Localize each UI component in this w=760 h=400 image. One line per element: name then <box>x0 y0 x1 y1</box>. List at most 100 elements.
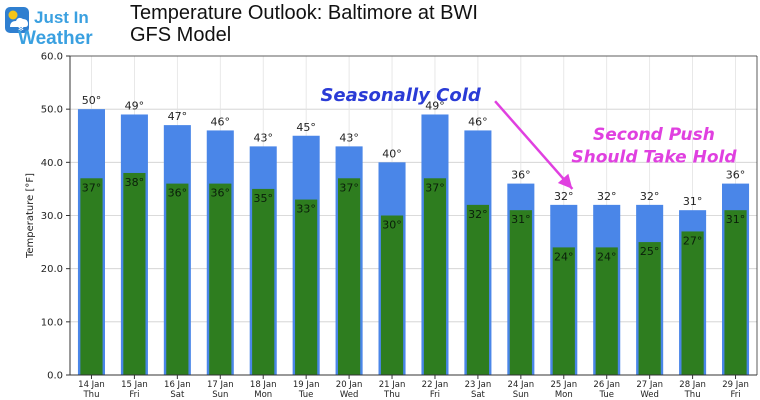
high-temp-label: 47° <box>168 110 188 123</box>
high-temp-label: 46° <box>211 115 231 128</box>
x-tick-day: Wed <box>340 390 359 400</box>
high-temp-label: 46° <box>468 115 488 128</box>
x-tick-day: Mon <box>555 390 573 400</box>
y-tick-label: 10.0 <box>41 317 63 328</box>
annotation-arrow-shaft <box>494 100 574 190</box>
low-temp-bar <box>166 183 189 375</box>
x-tick-day: Wed <box>640 390 659 400</box>
high-temp-label: 36° <box>511 169 531 182</box>
low-temp-bar <box>724 210 747 375</box>
y-tick-label: 40.0 <box>41 158 63 169</box>
just-in-weather-logo: ✻ Just In Weather <box>5 7 93 47</box>
low-temp-bar <box>423 178 447 375</box>
annotation-second-push: Second Push <box>593 125 715 145</box>
x-tick-date: 23 Jan <box>465 380 492 390</box>
high-temp-label: 36° <box>726 169 746 182</box>
x-tick-date: 24 Jan <box>508 380 535 390</box>
low-temp-bar <box>595 247 618 375</box>
high-temp-label: 43° <box>339 131 359 144</box>
chart-title: Temperature Outlook: Baltimore at BWI <box>130 2 478 24</box>
y-tick-label: 50.0 <box>41 105 63 116</box>
high-temp-label: 49° <box>425 99 445 112</box>
x-tick-day: Sun <box>513 390 529 400</box>
low-temp-label: 36° <box>211 187 231 200</box>
annotation-should-take-hold: Should Take Hold <box>571 147 737 167</box>
logo-line2: Weather <box>18 28 93 47</box>
high-temp-label: 50° <box>82 94 102 107</box>
x-tick-day: Thu <box>82 390 99 400</box>
y-tick-label: 30.0 <box>41 211 63 222</box>
low-temp-label: 33° <box>296 203 316 216</box>
low-temp-label: 38° <box>125 176 145 189</box>
x-tick-date: 15 Jan <box>121 380 148 390</box>
low-temp-bar <box>123 172 146 375</box>
sun-icon <box>8 10 18 20</box>
high-temp-label: 45° <box>296 121 316 134</box>
low-temp-bar <box>380 215 404 375</box>
low-temp-bar <box>209 183 232 375</box>
x-tick-date: 16 Jan <box>164 380 191 390</box>
logo-line1: Just In <box>34 8 89 27</box>
x-tick-day: Fri <box>129 390 139 400</box>
x-tick-day: Thu <box>383 390 400 400</box>
annotation-seasonally-cold: Seasonally Cold <box>320 85 481 106</box>
x-tick-date: 25 Jan <box>550 380 577 390</box>
high-temp-label: 32° <box>640 190 660 203</box>
high-temp-label: 40° <box>382 147 402 160</box>
x-tick-day: Tue <box>598 390 614 400</box>
low-temp-label: 31° <box>511 213 531 226</box>
low-temp-bar <box>80 178 103 375</box>
low-temp-label: 24° <box>554 250 574 263</box>
low-temp-label: 37° <box>425 181 445 194</box>
low-temp-bar <box>681 231 704 375</box>
low-temp-label: 27° <box>683 234 703 247</box>
x-tick-date: 27 Jan <box>636 380 663 390</box>
snowflake-icon: ✻ <box>18 25 24 33</box>
x-tick-date: 20 Jan <box>336 380 363 390</box>
low-temp-label: 31° <box>726 213 746 226</box>
x-tick-day: Thu <box>684 390 701 400</box>
x-tick-day: Mon <box>254 390 272 400</box>
low-temp-label: 30° <box>382 219 402 232</box>
low-temp-bar <box>466 204 489 375</box>
data-labels: 50° 37° 49° 38° 47° 36° 46° 36° 43° 35° 45° 33° 43° 3… <box>82 94 746 263</box>
x-tick-date: 19 Jan <box>293 380 320 390</box>
x-tick-date: 29 Jan <box>722 380 749 390</box>
x-tick-date: 21 Jan <box>379 380 406 390</box>
low-temp-bar <box>252 188 275 375</box>
bars <box>77 109 750 376</box>
chart-subtitle: GFS Model <box>130 24 232 46</box>
low-temp-bar <box>509 210 532 375</box>
low-temp-label: 25° <box>640 245 660 258</box>
high-temp-label: 32° <box>597 190 617 203</box>
low-temp-label: 24° <box>597 250 617 263</box>
high-temp-label: 43° <box>253 131 273 144</box>
x-tick-day: Tue <box>298 390 314 400</box>
high-temp-label: 31° <box>683 195 703 208</box>
high-temp-label: 32° <box>554 190 574 203</box>
low-temp-label: 32° <box>468 208 488 221</box>
x-tick-date: 18 Jan <box>250 380 277 390</box>
high-temp-label: 49° <box>125 99 145 112</box>
y-tick-label: 20.0 <box>41 264 63 275</box>
x-tick-day: Fri <box>430 390 440 400</box>
y-tick-label: 60.0 <box>41 52 63 63</box>
x-tick-date: 28 Jan <box>679 380 706 390</box>
low-temp-bar <box>638 242 661 375</box>
low-temp-label: 35° <box>253 192 273 205</box>
x-tick-date: 26 Jan <box>593 380 620 390</box>
low-temp-bar <box>295 199 318 375</box>
x-tick-day: Fri <box>730 390 740 400</box>
x-tick-date: 22 Jan <box>422 380 449 390</box>
x-tick-day: Sun <box>212 390 228 400</box>
annotation-arrow-head <box>557 173 573 189</box>
x-tick-day: Sat <box>471 390 486 400</box>
low-temp-bar <box>338 178 361 375</box>
low-temp-label: 37° <box>339 181 359 194</box>
title-block: Temperature Outlook: Baltimore at BWI GF… <box>130 2 478 46</box>
low-temp-bar <box>552 247 575 375</box>
low-temp-label: 36° <box>168 187 188 200</box>
